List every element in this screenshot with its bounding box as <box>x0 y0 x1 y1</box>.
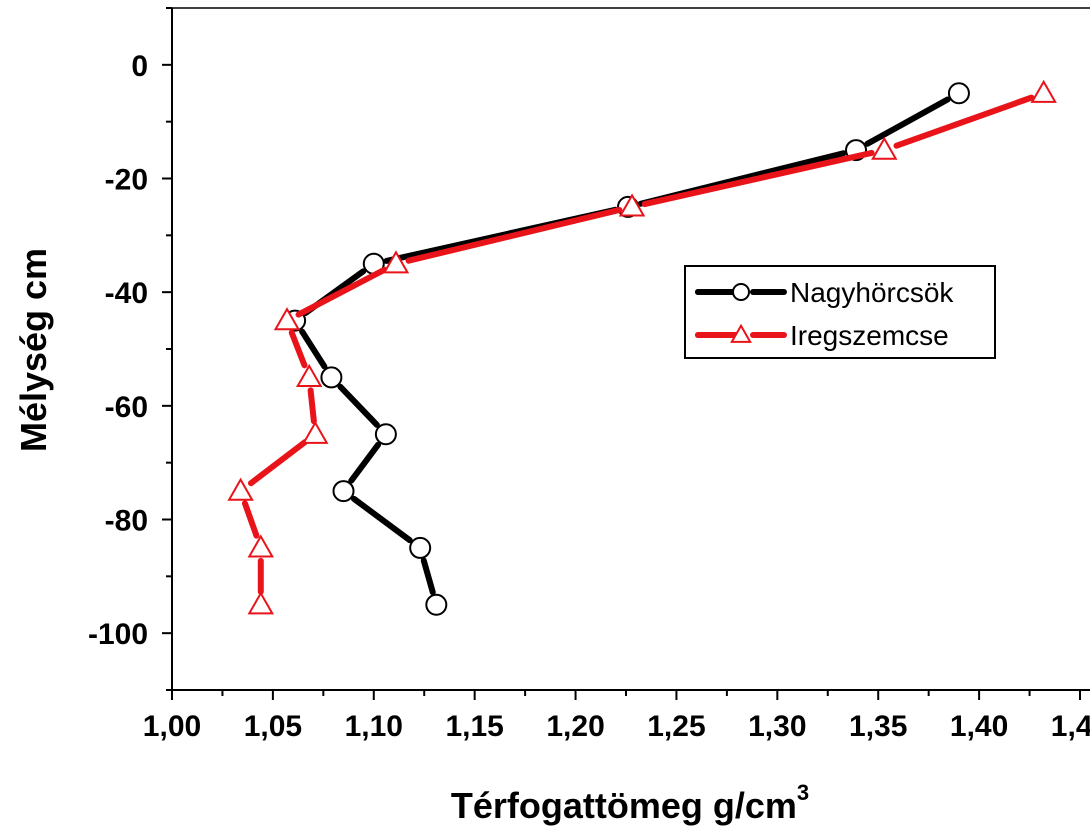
series-2-segment <box>295 266 388 318</box>
series-2-segment <box>641 149 875 208</box>
y-tick-label: -80 <box>105 505 148 538</box>
x-tick-label: 1,30 <box>748 710 806 743</box>
series-1-point <box>332 480 355 503</box>
series-1-point <box>409 536 432 559</box>
y-tick-label: -60 <box>105 391 148 424</box>
series-1-point <box>947 82 970 105</box>
legend-marker <box>730 323 752 343</box>
series-2-point <box>618 193 646 217</box>
series-2-segment <box>307 387 317 425</box>
x-tick-label: 1,15 <box>445 710 503 743</box>
y-tick-label: 0 <box>131 50 148 83</box>
series-2-segment <box>288 329 308 369</box>
series-2-point <box>302 420 329 444</box>
y-tick-label: -100 <box>88 618 148 651</box>
series-2-segment <box>893 94 1035 149</box>
series-1-segment <box>299 328 328 370</box>
x-tick-label: 1,40 <box>950 710 1008 743</box>
y-tick-label: -40 <box>105 277 148 310</box>
series-1-point <box>425 593 448 616</box>
series-2-point <box>247 591 275 615</box>
x-tick-label: 1,20 <box>546 710 604 743</box>
series-2-point <box>382 250 410 274</box>
x-tick-label: 1,25 <box>647 710 705 743</box>
legend-marker <box>732 283 750 301</box>
series-1-segment <box>348 441 382 484</box>
x-axis-title: Térfogattömeg g/cm3 <box>451 780 809 826</box>
series-2-point <box>227 477 254 501</box>
x-tick-label: 1,10 <box>345 710 403 743</box>
series-1-segment <box>350 495 413 544</box>
x-tick-label: 1,00 <box>143 710 201 743</box>
series-2 <box>227 79 1057 615</box>
x-tick-label: 1,05 <box>244 710 302 743</box>
series-1-segment <box>337 383 380 428</box>
series-1-point <box>320 366 343 389</box>
x-axis-title-superscript: 3 <box>797 780 809 805</box>
y-axis: 0 -20 -40 -60 -80 -100 <box>88 7 172 691</box>
legend-label: Iregszemcse <box>790 320 949 351</box>
series-2-segment <box>247 439 308 487</box>
series-2-point <box>871 136 898 160</box>
series-2-point <box>1030 79 1057 103</box>
series-1-segment <box>420 557 436 596</box>
series-1-segment <box>864 96 951 147</box>
x-axis: 1,00 1,05 1,10 1,15 1,20 1,25 1,30 1,35 1,40 1,45 <box>143 690 1090 743</box>
series-2-point <box>273 307 301 331</box>
x-tick-label: 1,35 <box>849 710 907 743</box>
x-tick-label: 1,45 <box>1051 710 1090 743</box>
legend: Nagyhörcsök Iregszemcse <box>684 265 996 359</box>
y-tick-label: -20 <box>105 164 148 197</box>
series-1-point <box>374 423 397 446</box>
legend-label: Nagyhörcsök <box>790 277 954 308</box>
series-2-segment <box>241 500 260 539</box>
series-2-point <box>247 534 275 558</box>
series-2-segment <box>405 206 623 264</box>
series-layer <box>227 79 1057 616</box>
series-2-point <box>295 363 323 388</box>
y-axis-title: Mélység cm <box>13 248 54 452</box>
